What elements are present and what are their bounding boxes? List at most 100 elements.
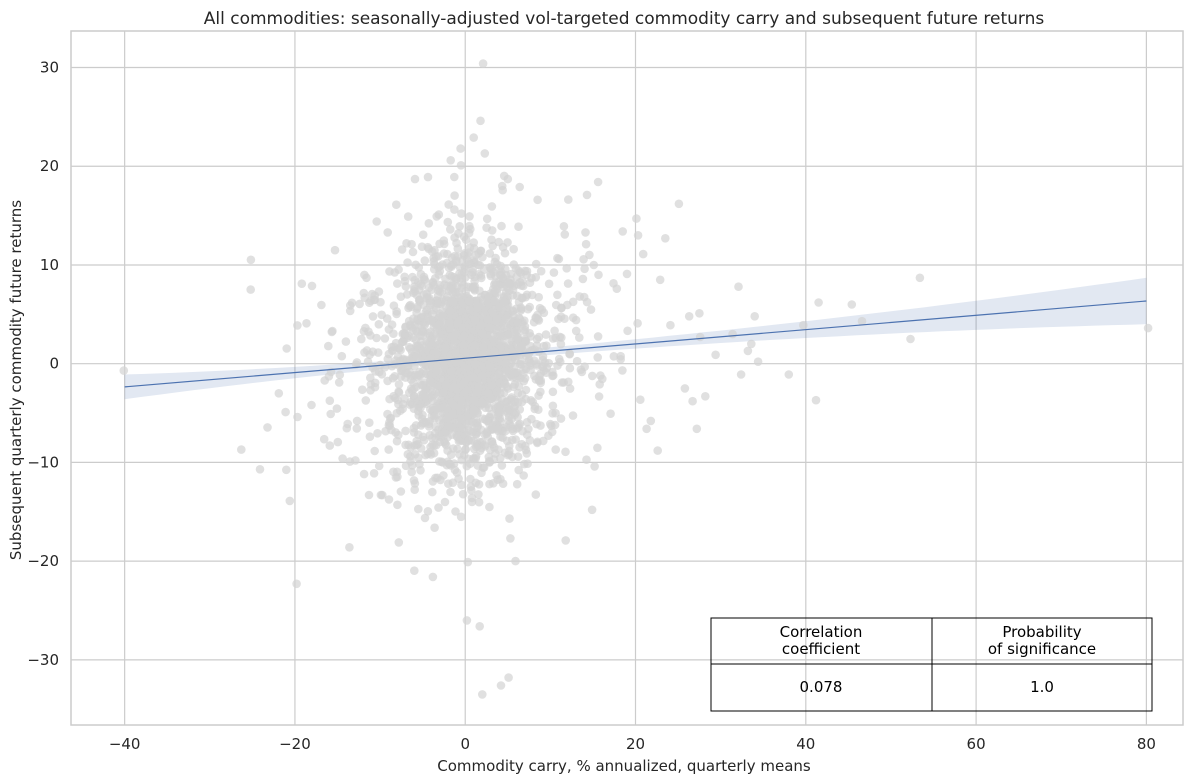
data-point bbox=[307, 400, 316, 410]
data-point bbox=[377, 370, 387, 379]
data-point bbox=[473, 423, 482, 432]
data-point bbox=[403, 258, 412, 267]
x-tick-label: 0 bbox=[460, 735, 470, 753]
data-point bbox=[517, 341, 527, 351]
data-point bbox=[423, 242, 433, 252]
data-point bbox=[359, 288, 369, 298]
data-point bbox=[510, 330, 520, 340]
x-tick-label: −40 bbox=[109, 735, 141, 753]
data-point bbox=[371, 367, 380, 376]
data-point bbox=[449, 444, 458, 453]
data-point bbox=[392, 436, 402, 446]
data-point bbox=[364, 327, 373, 337]
data-point bbox=[514, 465, 523, 475]
data-point bbox=[551, 445, 560, 454]
data-point bbox=[556, 414, 566, 423]
data-point bbox=[431, 410, 441, 420]
data-point bbox=[345, 543, 354, 552]
data-point bbox=[674, 199, 684, 209]
data-point bbox=[390, 372, 400, 381]
data-point bbox=[496, 331, 505, 340]
data-point bbox=[412, 351, 422, 361]
data-point bbox=[522, 266, 532, 276]
data-point bbox=[475, 261, 485, 270]
data-point bbox=[435, 280, 445, 290]
data-point bbox=[481, 337, 490, 347]
table-header-probability-line1: Probability bbox=[1002, 623, 1081, 641]
x-axis-ticks: −40 −20 0 20 40 60 80 bbox=[109, 735, 1156, 753]
data-point bbox=[396, 487, 406, 496]
data-point bbox=[538, 352, 548, 361]
data-point bbox=[633, 319, 642, 328]
data-point bbox=[485, 249, 495, 258]
data-point bbox=[571, 326, 581, 336]
data-point bbox=[586, 305, 596, 314]
data-point bbox=[582, 455, 591, 465]
data-point bbox=[517, 293, 526, 303]
data-point bbox=[452, 238, 461, 248]
data-point bbox=[352, 424, 362, 433]
data-point bbox=[478, 690, 487, 699]
data-point bbox=[493, 424, 502, 434]
data-point bbox=[451, 348, 460, 357]
data-point bbox=[417, 381, 427, 390]
data-point bbox=[420, 513, 430, 523]
data-point bbox=[435, 287, 445, 297]
data-point bbox=[496, 681, 506, 690]
data-point bbox=[489, 296, 499, 306]
data-point bbox=[446, 225, 455, 234]
data-point bbox=[333, 437, 343, 447]
data-point bbox=[518, 426, 527, 436]
data-point bbox=[593, 332, 603, 341]
data-point bbox=[410, 566, 419, 575]
data-point bbox=[456, 278, 466, 287]
data-point bbox=[581, 239, 591, 249]
data-point bbox=[514, 420, 523, 430]
data-point bbox=[538, 362, 548, 371]
data-point bbox=[362, 273, 371, 283]
data-point bbox=[701, 392, 710, 401]
data-point bbox=[505, 514, 514, 523]
data-point bbox=[618, 227, 627, 236]
data-point bbox=[495, 389, 505, 398]
data-point bbox=[341, 337, 351, 346]
data-point bbox=[551, 408, 560, 418]
data-point bbox=[370, 295, 380, 305]
data-point bbox=[572, 356, 582, 366]
data-point bbox=[246, 285, 255, 294]
table-header-correlation-line1: Correlation bbox=[780, 623, 863, 641]
data-point bbox=[394, 538, 404, 547]
data-point bbox=[293, 412, 302, 422]
data-point bbox=[444, 421, 454, 431]
data-point bbox=[317, 300, 326, 310]
data-point bbox=[523, 304, 533, 314]
data-point bbox=[426, 298, 435, 308]
data-point bbox=[565, 384, 575, 393]
data-point bbox=[376, 490, 386, 500]
data-point bbox=[358, 385, 367, 395]
data-point bbox=[666, 320, 675, 330]
data-point bbox=[430, 523, 439, 532]
data-point bbox=[394, 380, 404, 389]
data-point bbox=[486, 362, 495, 372]
data-point bbox=[476, 398, 486, 407]
data-point bbox=[446, 487, 455, 497]
data-point bbox=[448, 288, 458, 298]
data-point bbox=[462, 616, 472, 625]
data-point bbox=[655, 275, 665, 285]
data-point bbox=[549, 268, 559, 277]
data-point bbox=[447, 296, 457, 306]
data-point bbox=[476, 116, 485, 126]
data-point bbox=[497, 221, 506, 231]
data-point bbox=[428, 396, 438, 406]
data-point bbox=[469, 349, 479, 358]
data-point bbox=[475, 286, 484, 296]
data-point bbox=[483, 389, 493, 398]
data-point bbox=[464, 296, 474, 306]
data-point bbox=[282, 465, 291, 475]
data-point bbox=[646, 416, 656, 426]
data-point bbox=[695, 309, 704, 318]
data-point bbox=[485, 502, 494, 512]
data-point bbox=[285, 496, 295, 506]
data-point bbox=[456, 161, 466, 170]
